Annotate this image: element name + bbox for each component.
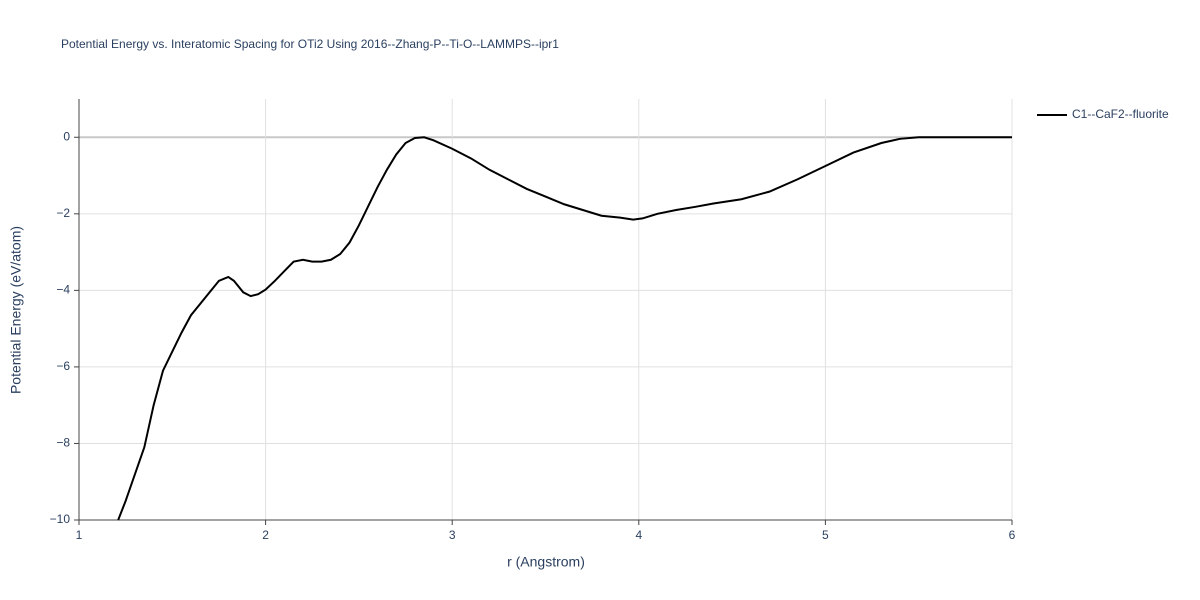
y-tick-label: 0 xyxy=(63,129,70,143)
legend-label: C1--CaF2--fluorite xyxy=(1072,107,1169,121)
x-tick-label: 6 xyxy=(1009,528,1016,542)
chart-title: Potential Energy vs. Interatomic Spacing… xyxy=(61,37,559,51)
x-tick-label: 3 xyxy=(449,528,456,542)
x-tick-label: 4 xyxy=(635,528,642,542)
y-tick-label: −6 xyxy=(56,359,70,373)
y-tick-label: −2 xyxy=(56,206,70,220)
y-axis-label: Potential Energy (eV/atom) xyxy=(8,226,24,394)
line-series xyxy=(117,136,1012,521)
y-tick-label: −10 xyxy=(50,512,71,526)
y-tick-label: −4 xyxy=(56,283,70,297)
x-tick-label: 1 xyxy=(76,528,83,542)
x-tick-label: 5 xyxy=(822,528,829,542)
x-axis-label: r (Angstrom) xyxy=(507,554,585,570)
x-tick-label: 2 xyxy=(262,528,269,542)
y-tick-label: −8 xyxy=(56,436,70,450)
